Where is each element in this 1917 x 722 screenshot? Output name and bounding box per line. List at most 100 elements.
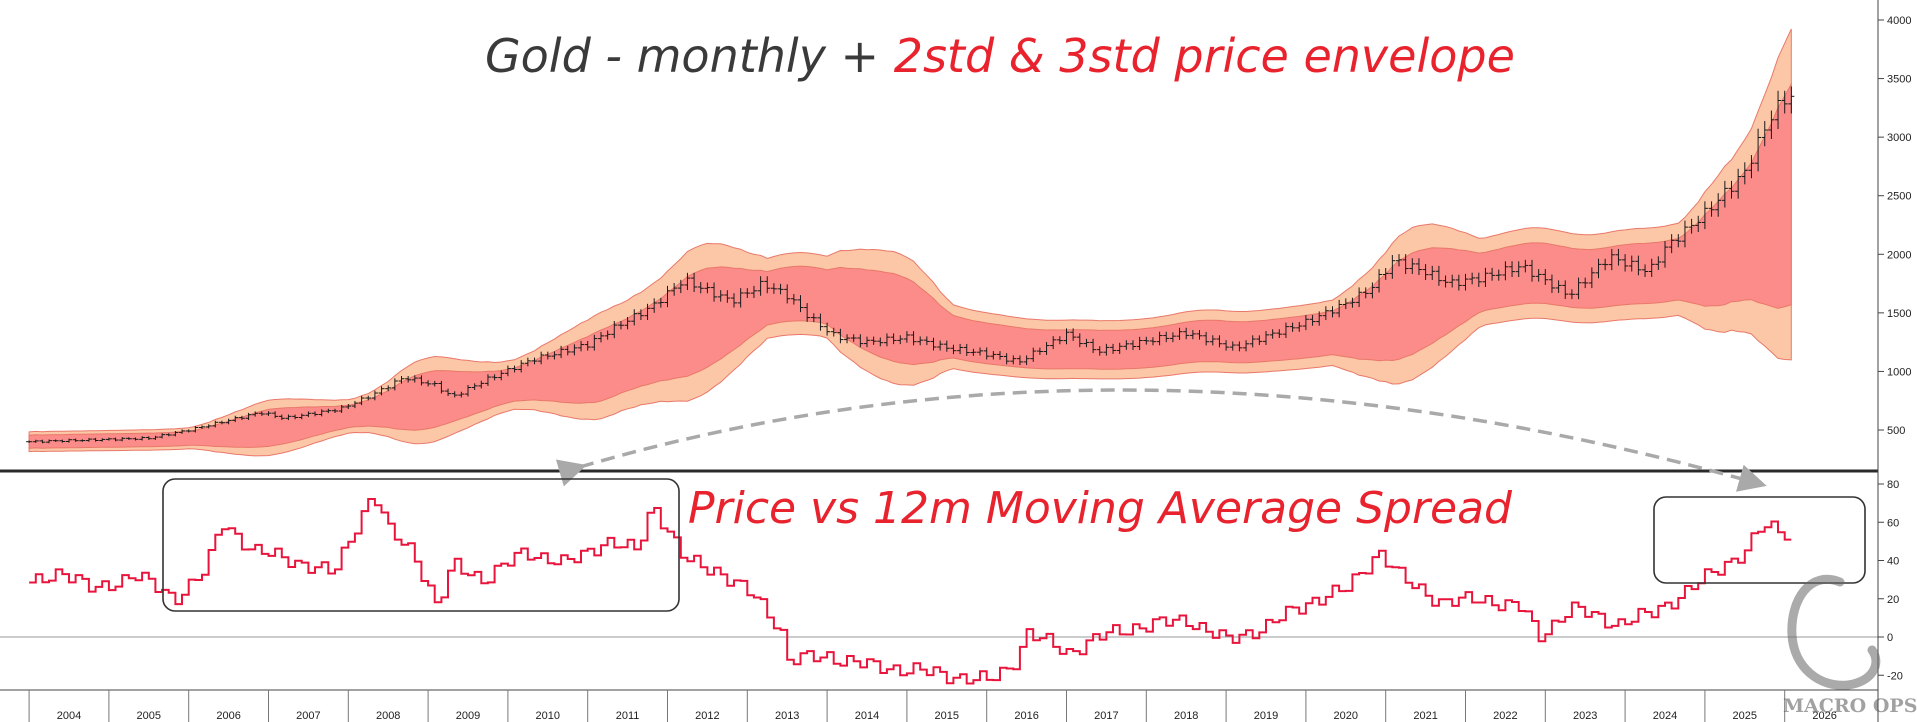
price-bar (1309, 315, 1316, 326)
price-bar (890, 333, 897, 345)
price-bar (1322, 306, 1329, 321)
spread-tick-label: 40 (1887, 556, 1899, 568)
y-tick-label: 500 (1887, 425, 1905, 437)
price-bar (551, 351, 558, 360)
price-bar (378, 386, 385, 396)
price-bar (52, 439, 59, 442)
price-bar (1588, 267, 1595, 289)
price-bar (1203, 331, 1210, 346)
price-bar (1010, 355, 1017, 365)
price-bar (1169, 332, 1176, 343)
price-bar (1276, 329, 1283, 339)
price-bar (1289, 322, 1296, 332)
price-bar (1163, 331, 1170, 343)
price-bar (1136, 336, 1143, 351)
right-axis: 500 1000 1500 2000 2500 3000 3500 4000 -20 0 20 40… (1877, 0, 1911, 722)
price-bar (1668, 234, 1675, 254)
price-bar (1376, 269, 1383, 293)
price-bar (677, 279, 684, 294)
price-panel (26, 28, 1795, 457)
spread-tick-label: 80 (1887, 479, 1899, 491)
price-bar (671, 283, 678, 296)
price-bar (192, 425, 199, 433)
price-bar (844, 334, 851, 344)
price-bar (1642, 264, 1649, 277)
price-bar (943, 340, 950, 352)
price-bar (1282, 322, 1289, 339)
price-bar (1110, 343, 1117, 354)
price-bar (1489, 267, 1496, 281)
price-bar (790, 293, 797, 305)
price-bar (385, 385, 392, 392)
price-bar (218, 420, 225, 425)
price-bar (1023, 355, 1030, 366)
price-bar (471, 383, 478, 391)
price-bar (1582, 277, 1589, 289)
price-bar (1575, 277, 1582, 300)
price-bar (312, 411, 319, 417)
price-bar (598, 332, 604, 343)
spread-panel (0, 498, 1878, 685)
price-bar (245, 412, 252, 420)
price-bar (578, 340, 585, 352)
price-bar (1402, 254, 1409, 275)
price-bar (1708, 201, 1715, 217)
price-bar (1216, 335, 1223, 348)
price-bar (185, 429, 192, 433)
price-bar (637, 309, 644, 321)
price-bar (318, 409, 325, 417)
price-bar (358, 395, 365, 406)
price-bar (1389, 255, 1396, 279)
price-bar (504, 365, 511, 377)
price-bar (651, 298, 658, 313)
price-bar (684, 272, 691, 291)
price-bar (66, 438, 72, 443)
price-bar (491, 374, 498, 381)
price-bar (1316, 311, 1323, 326)
price-bar (232, 415, 239, 423)
price-bar (159, 433, 166, 439)
price-bar (1602, 258, 1609, 271)
price-bar (125, 437, 132, 440)
price-bar (292, 414, 299, 420)
price-bar (1469, 272, 1476, 285)
price-bar (1788, 86, 1795, 114)
price-bar (604, 330, 611, 340)
price-bar (571, 344, 578, 356)
x-year-label: 2024 (1653, 710, 1677, 722)
price-bar (79, 439, 86, 442)
price-bar (1003, 353, 1010, 365)
price-bar (238, 415, 245, 420)
price-bar (837, 328, 844, 344)
price-bar (1409, 258, 1416, 275)
price-bar (850, 334, 857, 342)
y-tick-label: 4000 (1887, 15, 1911, 27)
price-bar (1196, 330, 1203, 340)
price-bar (704, 282, 711, 294)
price-bar (1462, 273, 1469, 291)
price-bar (1183, 327, 1190, 340)
price-bar (1721, 180, 1728, 208)
price-bar (1681, 220, 1688, 248)
price-bar (365, 395, 372, 401)
price-bar (1016, 355, 1023, 366)
price-bar (1336, 299, 1343, 318)
price-bar (1382, 268, 1389, 280)
price-bar (1675, 234, 1682, 248)
y-tick-label: 1000 (1887, 366, 1911, 378)
x-year-label: 2025 (1733, 710, 1757, 722)
macro-ops-watermark: MACRO OPS (1783, 574, 1917, 717)
x-year-label: 2008 (376, 710, 400, 722)
price-bar (1635, 255, 1642, 276)
price-bar (39, 439, 46, 444)
price-bar (1648, 258, 1655, 277)
price-bar (731, 293, 737, 308)
price-bar (179, 429, 186, 434)
price-bar (1103, 343, 1110, 356)
price-bar (1622, 254, 1629, 272)
x-year-label: 2014 (855, 710, 879, 722)
price-bar (1342, 298, 1349, 310)
price-bar (564, 345, 571, 356)
top-title-part1: Gold - monthly + (485, 29, 894, 83)
x-year-label: 2018 (1174, 710, 1198, 722)
